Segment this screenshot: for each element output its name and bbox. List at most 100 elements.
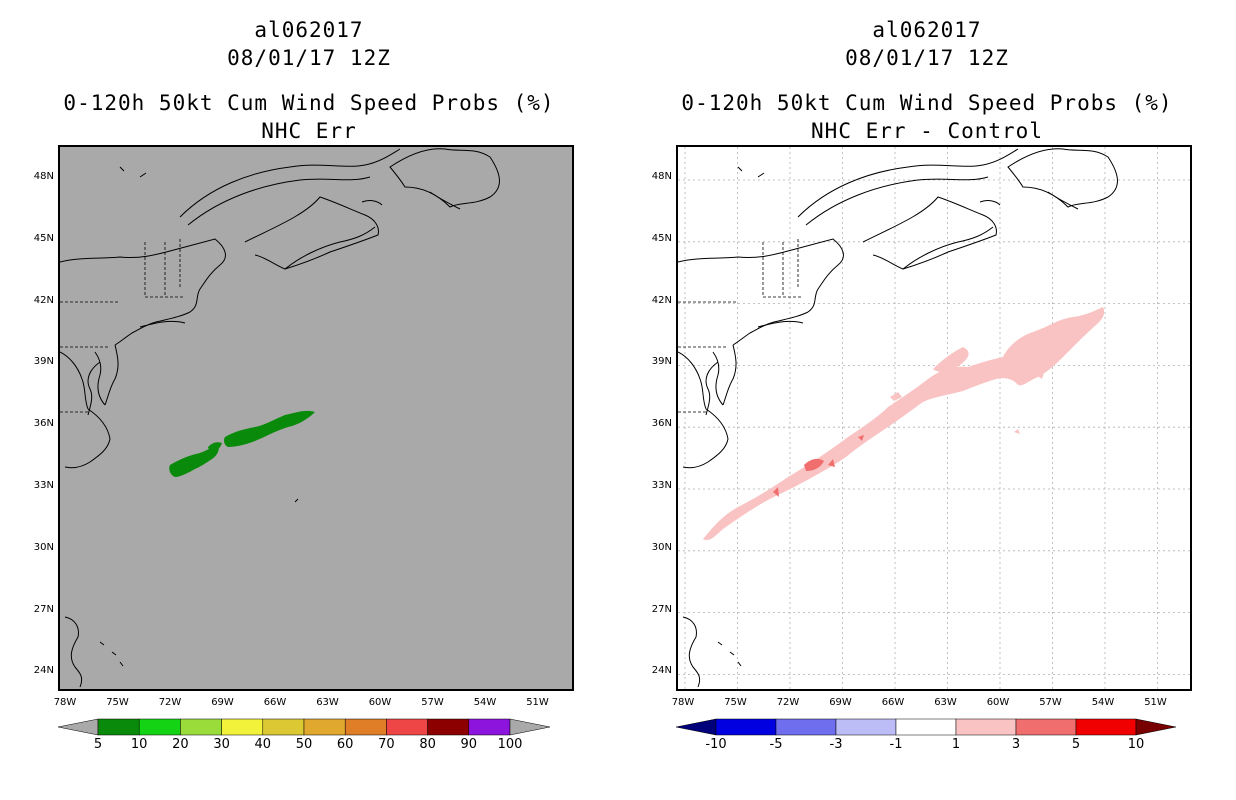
- storm-id: al062017: [254, 18, 364, 42]
- colorbar-label: 5: [93, 737, 103, 752]
- state-boundaries: [60, 239, 185, 413]
- lat-label: 45N: [651, 232, 672, 244]
- colorbar-segment: [775, 718, 837, 736]
- forecast-date: 08/01/17 12Z: [227, 46, 391, 70]
- lat-label: 39N: [33, 356, 54, 368]
- lat-label: 48N: [651, 171, 672, 182]
- difference-map: [676, 145, 1192, 691]
- lat-label: 36N: [651, 418, 672, 430]
- difference-contour: [703, 307, 1105, 541]
- coastline: [60, 148, 500, 688]
- colorbar-label: -3: [829, 737, 843, 752]
- colorbar-segment: [303, 718, 346, 736]
- colorbar-label: 30: [213, 737, 230, 752]
- product-title: 0-120h 50kt Cum Wind Speed Probs (%): [63, 91, 555, 115]
- lat-label: 30N: [651, 541, 672, 553]
- colorbar-label: 10: [1127, 737, 1145, 752]
- lon-label: 69W: [829, 697, 852, 708]
- lon-label: 75W: [106, 697, 129, 708]
- lon-label: 51W: [526, 697, 549, 708]
- colorbar-high-end: [509, 718, 551, 736]
- lat-label: 33N: [33, 480, 54, 491]
- lon-label: 60W: [986, 697, 1010, 708]
- colorbar-high-end: [1135, 718, 1176, 736]
- lat-label: 24N: [651, 665, 672, 677]
- lat-label: 24N: [33, 665, 54, 677]
- storm-id: al062017: [872, 18, 982, 42]
- lon-label: 78W: [53, 697, 77, 708]
- colorbar-segment: [835, 718, 897, 736]
- colorbar: [58, 718, 551, 736]
- colorbar-label: -5: [769, 737, 783, 752]
- coastline: [678, 148, 1118, 688]
- lon-label: 66W: [263, 697, 287, 708]
- colorbar-low-end: [676, 718, 717, 736]
- lon-label: 75W: [724, 697, 747, 708]
- colorbar-segment: [1015, 718, 1077, 736]
- lon-label: 66W: [881, 697, 905, 708]
- lon-label: 51W: [1144, 697, 1167, 708]
- colorbar-segment: [1075, 718, 1137, 736]
- colorbar-label: 50: [295, 737, 313, 752]
- forecast-date: 08/01/17 12Z: [845, 46, 1009, 70]
- map-canvas: [60, 148, 500, 688]
- lat-label: 45N: [33, 232, 54, 244]
- probability-contour: [169, 410, 315, 477]
- lon-label: 54W: [473, 697, 497, 708]
- lat-label: 39N: [651, 356, 672, 368]
- colorbar-segment: [715, 718, 777, 736]
- left-panel: al062017 08/01/17 12Z 0-120h 50kt Cum Wi…: [33, 18, 574, 752]
- colorbar-label: -10: [705, 737, 727, 752]
- colorbar-segment: [97, 718, 140, 736]
- grid-lines: [678, 147, 1190, 689]
- probability-map: [58, 145, 574, 691]
- colorbar-label: 40: [254, 737, 272, 752]
- colorbar-label: 20: [172, 737, 189, 752]
- colorbar-segment: [468, 718, 511, 736]
- right-panel: al062017 08/01/17 12Z 0-120h 50kt Cum Wi…: [618, 0, 1236, 800]
- lat-label: 27N: [651, 603, 672, 615]
- colorbar-segment: [386, 718, 428, 736]
- product-title: 0-120h 50kt Cum Wind Speed Probs (%): [681, 91, 1173, 115]
- lon-label: 60W: [368, 697, 392, 708]
- lon-label: 69W: [211, 697, 234, 708]
- lon-label: 63W: [316, 697, 339, 708]
- lat-label: 30N: [33, 541, 54, 553]
- lon-label: 57W: [421, 697, 444, 708]
- colorbar-label: 90: [460, 737, 478, 752]
- colorbar-label: 1: [951, 737, 961, 752]
- colorbar-label: 60: [336, 737, 354, 752]
- product-subtitle: NHC Err - Control: [811, 119, 1043, 143]
- state-boundaries: [678, 239, 803, 413]
- lon-label: 72W: [776, 697, 800, 708]
- product-subtitle: NHC Err: [261, 119, 357, 143]
- colorbar-label: 3: [1011, 737, 1021, 752]
- lat-label: 48N: [33, 171, 54, 182]
- colorbar-label: 10: [130, 737, 148, 752]
- colorbar-segment: [427, 718, 470, 736]
- colorbar-segment: [895, 718, 957, 736]
- lon-label: 63W: [934, 697, 957, 708]
- lon-label: 54W: [1091, 697, 1115, 708]
- colorbar-segment: [262, 718, 305, 736]
- colorbar: [676, 718, 1176, 736]
- lat-label: 42N: [33, 294, 54, 306]
- colorbar-low-end: [58, 718, 99, 736]
- colorbar-label: 80: [419, 737, 436, 752]
- lat-label: 42N: [651, 294, 672, 306]
- lon-label: 57W: [1039, 697, 1062, 708]
- lat-label: 27N: [33, 603, 54, 615]
- lat-label: 36N: [33, 418, 54, 430]
- lon-label: 78W: [671, 697, 695, 708]
- colorbar-label: 70: [378, 737, 395, 752]
- lon-label: 72W: [158, 697, 182, 708]
- lat-label: 33N: [651, 480, 672, 491]
- colorbar-label: -1: [889, 737, 903, 752]
- colorbar-segment: [955, 718, 1017, 736]
- colorbar-segment: [138, 718, 181, 736]
- colorbar-segment: [344, 718, 387, 736]
- colorbar-segment: [180, 718, 222, 736]
- colorbar-label: 100: [497, 737, 523, 752]
- colorbar-label: 5: [1071, 737, 1081, 752]
- map-canvas: [678, 147, 1190, 689]
